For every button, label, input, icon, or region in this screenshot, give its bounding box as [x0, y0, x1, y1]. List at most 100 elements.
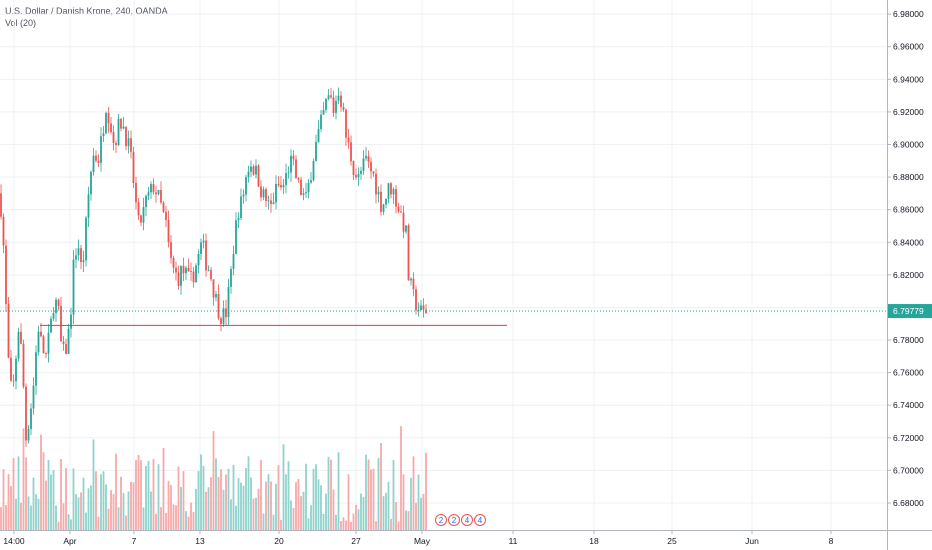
candle-body — [25, 386, 27, 441]
earnings-event-marker[interactable]: 2 — [448, 514, 460, 526]
earnings-event-marker[interactable]: 4 — [474, 514, 486, 526]
candle-body — [395, 189, 397, 207]
volume-bar — [135, 460, 137, 530]
candle-body — [305, 192, 307, 194]
candle-body — [232, 253, 235, 270]
chart-grid — [0, 0, 887, 530]
candle-body — [165, 211, 167, 220]
candle-body — [180, 266, 182, 286]
candle-body — [30, 408, 32, 430]
time-axis[interactable]: 14:00 Apr 7 13 20 27 May 11 18 25 Jun 8 — [0, 530, 932, 546]
candle-body — [280, 185, 282, 188]
candle-body — [400, 211, 402, 213]
volume-bar — [40, 434, 42, 530]
candle-body — [140, 215, 142, 223]
volume-bar — [232, 464, 235, 530]
volume-bar — [395, 502, 397, 530]
candle-body — [125, 126, 127, 147]
earnings-event-marker[interactable]: 2 — [435, 514, 447, 526]
volume-bar — [222, 489, 225, 530]
candle-body — [360, 170, 362, 175]
volume-bar — [172, 504, 175, 530]
volume-bar — [82, 477, 85, 530]
volume-bar — [185, 511, 187, 530]
volume-bar — [257, 488, 260, 530]
candle-body — [225, 308, 227, 318]
candle-body — [307, 182, 310, 193]
symbol-title[interactable]: U.S. Dollar / Danish Krone, 240, OANDA — [5, 6, 168, 16]
volume-bar — [140, 460, 142, 530]
volume-bar — [125, 515, 127, 530]
price-tick-label: 6.96000 — [893, 42, 924, 52]
volume-bar — [152, 459, 155, 530]
volume-bar — [62, 503, 65, 530]
candle-body — [147, 192, 150, 196]
earnings-event-marker[interactable]: 4 — [461, 514, 473, 526]
candle-body — [35, 352, 37, 386]
candle-body — [365, 156, 367, 159]
volume-bar — [70, 519, 72, 530]
price-tick-label: 6.72000 — [893, 433, 924, 443]
candle-body — [67, 328, 70, 354]
volume-bar — [12, 458, 15, 530]
candle-body — [282, 184, 285, 188]
volume-indicator-label[interactable]: Vol (20) — [5, 18, 37, 28]
candle-body — [270, 200, 272, 204]
volume-bar — [237, 478, 240, 530]
price-tick-label: 6.84000 — [893, 237, 924, 247]
candle-body — [85, 217, 87, 261]
volume-bar — [340, 521, 342, 530]
volume-bar — [270, 481, 272, 530]
volume-bar — [160, 507, 162, 530]
volume-bar — [210, 477, 212, 530]
candle-body — [132, 151, 135, 183]
volume-bar — [262, 513, 265, 530]
volume-bar — [362, 496, 365, 530]
volume-bar — [147, 460, 150, 530]
volume-bar — [22, 428, 25, 530]
volume-bar — [390, 518, 392, 530]
volume-bar — [115, 453, 117, 530]
candle-body — [355, 174, 357, 178]
volume-bar — [45, 480, 47, 530]
volume-bar — [107, 508, 110, 530]
candle-body — [135, 182, 137, 203]
volume-bar — [300, 496, 302, 530]
volume-bar — [312, 468, 315, 530]
candle-body — [302, 193, 305, 195]
volume-bar — [322, 513, 325, 530]
candle-body — [192, 271, 195, 283]
last-price-tag[interactable]: 6.79779 — [888, 304, 932, 319]
candle-body — [150, 184, 152, 193]
volume-bar — [285, 474, 287, 530]
candle-body — [345, 109, 347, 138]
volume-bar — [77, 497, 80, 530]
candle-body — [240, 196, 242, 218]
volume-bar — [347, 474, 350, 530]
candle-body — [247, 171, 250, 178]
volume-bar — [87, 488, 90, 530]
volume-bar — [65, 468, 67, 530]
volume-bar — [20, 502, 22, 530]
candle-body — [370, 161, 372, 172]
candle-body — [197, 253, 200, 266]
candle-body — [402, 212, 405, 232]
candle-body — [260, 186, 262, 198]
candle-body — [390, 183, 392, 195]
volume-bar — [252, 498, 255, 530]
candle-body — [17, 331, 20, 359]
candle-body — [362, 158, 365, 171]
volume-bar — [415, 502, 417, 530]
candle-body — [387, 183, 390, 199]
candle-body — [195, 265, 197, 283]
event-marker-count: 4 — [465, 516, 470, 525]
price-tick-label: 6.68000 — [893, 498, 924, 508]
candle-body — [160, 190, 162, 203]
volume-bar — [372, 468, 375, 530]
volume-bar — [367, 459, 370, 530]
volume-bar — [402, 474, 405, 530]
price-axis[interactable]: 6.98000 6.96000 6.94000 6.92000 6.90000 6.880… — [887, 0, 932, 550]
candle-body — [312, 161, 315, 181]
